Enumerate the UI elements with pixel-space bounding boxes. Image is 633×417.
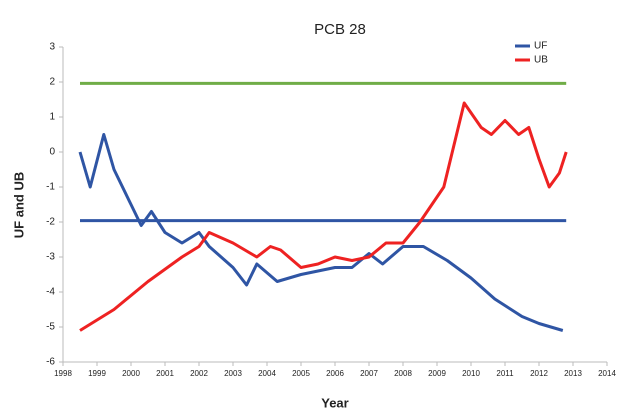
chart-title: PCB 28	[314, 21, 366, 38]
y-tick-label: -3	[46, 252, 55, 263]
x-tick-label: 2008	[394, 369, 412, 378]
legend-label: UF	[534, 41, 547, 52]
y-tick-label: -4	[46, 287, 55, 298]
x-axis-label: Year	[321, 395, 348, 410]
x-tick-label: 1999	[88, 369, 106, 378]
x-tick-label: 2013	[564, 369, 582, 378]
y-axis-label: UF and UB	[11, 172, 26, 238]
x-tick-label: 2004	[258, 369, 276, 378]
x-tick-label: 2005	[292, 369, 310, 378]
y-tick-label: -2	[46, 217, 55, 228]
x-tick-label: 2000	[122, 369, 140, 378]
x-tick-label: 2011	[496, 369, 514, 378]
y-tick-label: 3	[49, 42, 55, 53]
data-line	[78, 133, 564, 332]
y-tick-label: -5	[46, 322, 55, 333]
y-tick-label: 2	[49, 77, 55, 88]
y-tick-label: 1	[49, 112, 55, 123]
data-line	[79, 101, 568, 332]
x-tick-label: 1998	[54, 369, 72, 378]
x-tick-label: 2006	[326, 369, 344, 378]
x-tick-label: 2010	[462, 369, 480, 378]
x-tick-label: 2012	[530, 369, 548, 378]
x-tick-label: 2014	[598, 369, 616, 378]
x-tick-label: 2002	[190, 369, 208, 378]
x-tick-label: 2003	[224, 369, 242, 378]
x-tick-label: 2009	[428, 369, 446, 378]
x-tick-label: 2007	[360, 369, 378, 378]
y-tick-label: 0	[49, 147, 55, 158]
x-tick-label: 2001	[156, 369, 174, 378]
y-tick-label: -6	[46, 357, 55, 368]
y-tick-label: -1	[46, 182, 55, 193]
legend-label: UB	[534, 55, 548, 66]
